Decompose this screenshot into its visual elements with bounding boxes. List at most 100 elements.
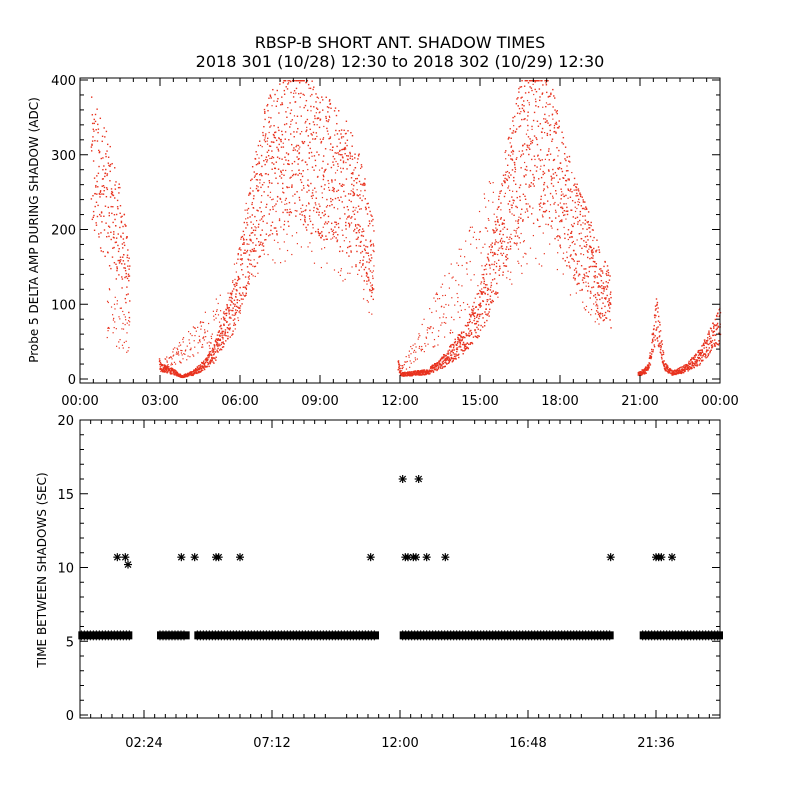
delta-amp-point	[164, 365, 167, 368]
delta-amp-point	[268, 131, 270, 134]
delta-amp-point	[504, 192, 506, 194]
delta-amp-point	[514, 130, 517, 133]
delta-amp-point	[194, 334, 196, 337]
delta-amp-point	[658, 345, 660, 348]
delta-amp-point	[111, 190, 113, 193]
delta-amp-point	[264, 163, 266, 166]
delta-amp-point	[353, 194, 355, 196]
delta-amp-point	[270, 117, 272, 119]
delta-amp-point	[472, 236, 474, 238]
delta-amp-point	[552, 197, 554, 199]
delta-amp-point	[518, 186, 521, 189]
delta-amp-point	[168, 369, 171, 372]
delta-amp-point	[448, 287, 450, 289]
delta-amp-point	[221, 341, 223, 344]
delta-amp-point	[116, 199, 119, 202]
delta-amp-point	[553, 203, 555, 205]
delta-amp-point	[450, 316, 453, 318]
delta-amp-point	[579, 193, 581, 195]
delta-amp-point	[539, 123, 542, 125]
delta-amp-point	[219, 348, 222, 350]
delta-amp-point	[406, 375, 408, 377]
delta-amp-point	[90, 198, 93, 200]
delta-amp-point	[249, 191, 251, 194]
delta-amp-point	[261, 216, 264, 218]
delta-amp-point	[574, 279, 576, 281]
delta-amp-point	[251, 201, 253, 204]
delta-amp-point	[165, 368, 168, 370]
delta-amp-point	[304, 216, 306, 218]
delta-amp-point	[346, 218, 348, 220]
delta-amp-point	[563, 203, 565, 205]
delta-amp-point	[484, 284, 487, 286]
delta-amp-point	[312, 223, 314, 226]
delta-amp-point	[516, 196, 518, 199]
delta-amp-point	[585, 305, 588, 308]
delta-amp-point	[582, 301, 584, 303]
delta-amp-point	[101, 221, 103, 223]
delta-amp-point	[430, 366, 432, 368]
delta-amp-point	[95, 186, 97, 188]
delta-amp-point	[319, 138, 321, 140]
delta-amp-point	[529, 205, 531, 207]
delta-amp-point	[538, 80, 540, 82]
delta-amp-point	[101, 193, 103, 195]
delta-amp-point	[663, 364, 665, 366]
delta-amp-point	[304, 104, 307, 107]
delta-amp-point	[325, 168, 327, 170]
delta-amp-point	[430, 326, 432, 328]
delta-amp-point	[249, 234, 251, 237]
delta-amp-point	[217, 347, 219, 350]
delta-amp-point	[554, 201, 556, 204]
delta-amp-point	[305, 99, 308, 102]
delta-amp-point	[487, 218, 489, 220]
delta-amp-point	[268, 120, 270, 123]
delta-amp-point	[226, 307, 229, 309]
delta-amp-point	[232, 307, 234, 309]
delta-amp-point	[567, 229, 570, 231]
delta-amp-point	[590, 225, 592, 227]
delta-amp-point	[453, 349, 455, 351]
delta-amp-point	[465, 343, 467, 345]
delta-amp-point	[607, 310, 609, 312]
delta-amp-point	[440, 286, 442, 288]
delta-amp-point	[585, 206, 587, 208]
delta-amp-point	[650, 353, 653, 355]
delta-amp-point	[269, 157, 271, 160]
delta-amp-point	[129, 321, 131, 323]
delta-amp-point	[541, 265, 543, 267]
delta-amp-point	[269, 196, 271, 198]
delta-amp-point	[450, 357, 453, 359]
delta-amp-point	[443, 313, 445, 315]
delta-amp-point	[330, 228, 333, 230]
delta-amp-point	[288, 211, 290, 214]
delta-amp-point	[260, 201, 262, 203]
delta-amp-point	[706, 339, 709, 341]
delta-amp-point	[474, 329, 476, 332]
delta-amp-point	[643, 371, 646, 373]
delta-amp-point	[345, 221, 347, 224]
delta-amp-point	[448, 272, 450, 275]
delta-amp-point	[202, 337, 204, 339]
delta-amp-point	[581, 279, 584, 281]
delta-amp-point	[591, 249, 594, 251]
delta-amp-point	[681, 366, 684, 368]
time-between-outlier-point	[124, 560, 132, 569]
delta-amp-point	[423, 369, 425, 371]
delta-amp-point	[332, 164, 335, 166]
delta-amp-point	[578, 233, 581, 235]
delta-amp-point	[573, 260, 575, 262]
delta-amp-point	[523, 175, 526, 178]
delta-amp-point	[368, 261, 370, 264]
delta-amp-point	[497, 253, 499, 256]
delta-amp-point	[184, 350, 186, 352]
delta-amp-point	[488, 303, 490, 306]
delta-amp-point	[278, 143, 280, 146]
delta-amp-point	[586, 208, 588, 210]
delta-amp-point	[117, 259, 119, 262]
delta-amp-point	[410, 362, 412, 364]
delta-amp-point	[245, 287, 247, 290]
delta-amp-point	[496, 262, 498, 264]
delta-amp-point	[472, 310, 474, 312]
delta-amp-point	[242, 294, 244, 296]
